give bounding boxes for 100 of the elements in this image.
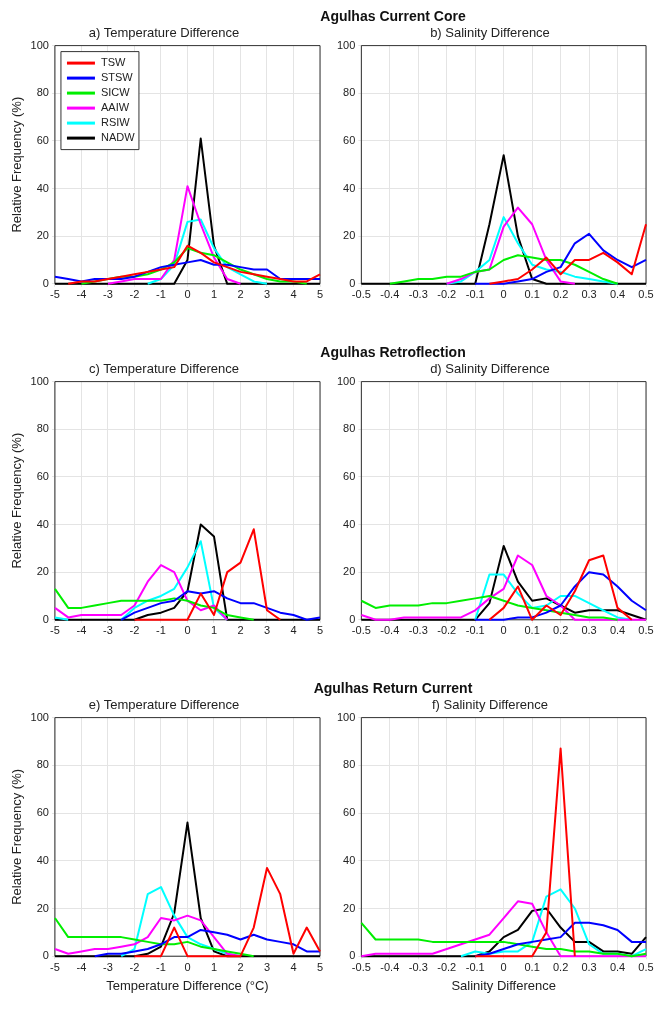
x-tick-label: -0.2 bbox=[437, 288, 457, 301]
text: Agulhas Retroflection bbox=[319, 344, 467, 360]
x-tick-label: -2 bbox=[129, 288, 140, 301]
y-tick-label: 60 bbox=[36, 806, 49, 819]
x-tick-label: 5 bbox=[316, 960, 324, 973]
x-tick-label: 2 bbox=[237, 960, 244, 973]
x-axis-title: Salinity Difference bbox=[451, 977, 556, 993]
legend-label: RSIW bbox=[100, 116, 131, 129]
x-tick-label: 0.2 bbox=[552, 960, 569, 973]
x-tick-label: -4 bbox=[76, 624, 87, 637]
x-tick-label: -0.4 bbox=[380, 624, 400, 637]
x-tick-label: -5 bbox=[50, 960, 60, 973]
x-tick-label: -0.3 bbox=[408, 960, 428, 973]
x-tick-label: -3 bbox=[103, 624, 113, 637]
x-tick-label: 0 bbox=[500, 288, 507, 301]
x-tick-label: -5 bbox=[50, 624, 60, 637]
x-tick-label: 1 bbox=[210, 624, 218, 637]
y-tick-label: 40 bbox=[343, 517, 356, 530]
x-tick-label: 5 bbox=[316, 288, 324, 301]
x-tick-label: -4 bbox=[76, 288, 87, 301]
y-tick-label: 80 bbox=[343, 422, 356, 435]
chart-title: c) Temperature Difference bbox=[89, 361, 239, 377]
chart-title: a) Temperature Difference bbox=[88, 25, 240, 41]
x-tick-label: -0.1 bbox=[465, 624, 485, 637]
x-tick-label: -5 bbox=[50, 288, 60, 301]
x-tick-label: 0.1 bbox=[524, 624, 540, 637]
y-tick-label: 100 bbox=[336, 374, 356, 387]
x-tick-label: -2 bbox=[129, 960, 140, 973]
y-tick-label: 40 bbox=[343, 181, 356, 194]
x-tick-label: -2 bbox=[129, 624, 140, 637]
y-tick-label: 100 bbox=[30, 374, 49, 387]
y-tick-label: 0 bbox=[42, 949, 49, 962]
x-tick-label: 0.2 bbox=[552, 624, 569, 637]
x-tick-label: 0.3 bbox=[581, 624, 597, 637]
x-tick-label: 0.1 bbox=[524, 960, 540, 973]
x-tick-label: 0.5 bbox=[638, 960, 654, 973]
x-tick-label: 4 bbox=[290, 960, 297, 973]
x-tick-label: 0.4 bbox=[609, 624, 626, 637]
x-tick-label: 4 bbox=[290, 624, 297, 637]
y-tick-label: 60 bbox=[343, 133, 356, 146]
y-tick-label: 0 bbox=[349, 612, 356, 625]
x-tick-label: -0.2 bbox=[437, 960, 457, 973]
y-axis-title: Relative Frequency (%) bbox=[9, 768, 25, 905]
y-tick-label: 80 bbox=[36, 758, 49, 771]
x-tick-label: 2 bbox=[237, 288, 244, 301]
x-tick-label: -0.5 bbox=[351, 624, 371, 637]
x-tick-label: -3 bbox=[103, 288, 113, 301]
x-tick-label: -1 bbox=[156, 624, 166, 637]
y-tick-label: 20 bbox=[343, 229, 356, 242]
legend-label: NADW bbox=[100, 131, 136, 144]
chart-title: b) Salinity Difference bbox=[430, 25, 550, 41]
legend-label: SICW bbox=[100, 86, 131, 99]
x-tick-label: 0.2 bbox=[552, 288, 569, 301]
x-tick-label: 0 bbox=[500, 624, 507, 637]
y-tick-label: 40 bbox=[36, 517, 49, 530]
text: Agulhas Current Core bbox=[319, 8, 467, 24]
y-tick-label: 20 bbox=[343, 901, 356, 914]
x-tick-label: -0.1 bbox=[465, 960, 485, 973]
y-tick-label: 0 bbox=[349, 949, 356, 962]
y-tick-label: 100 bbox=[336, 710, 356, 723]
x-tick-label: -1 bbox=[156, 288, 166, 301]
chart-title: d) Salinity Difference bbox=[430, 361, 550, 377]
x-tick-label: 3 bbox=[263, 624, 271, 637]
x-tick-label: -0.5 bbox=[351, 960, 371, 973]
x-tick-label: -0.4 bbox=[380, 288, 400, 301]
y-tick-label: 20 bbox=[343, 565, 356, 578]
x-tick-label: -3 bbox=[103, 960, 113, 973]
x-tick-label: 3 bbox=[263, 288, 271, 301]
legend-label: AAIW bbox=[100, 101, 130, 114]
x-tick-label: 0.4 bbox=[609, 960, 626, 973]
x-tick-label: 0.3 bbox=[581, 960, 597, 973]
x-tick-label: 0.4 bbox=[609, 288, 626, 301]
x-tick-label: -4 bbox=[76, 960, 87, 973]
legend-label: TSW bbox=[100, 56, 127, 69]
x-tick-label: 2 bbox=[237, 624, 244, 637]
y-tick-label: 20 bbox=[36, 229, 49, 242]
x-tick-label: 0.1 bbox=[524, 288, 540, 301]
y-tick-label: 60 bbox=[36, 133, 49, 146]
y-axis-title: Relative Frequency (%) bbox=[9, 96, 25, 233]
x-tick-label: 0 bbox=[184, 960, 191, 973]
chart-title: f) Salinity Difference bbox=[431, 697, 549, 713]
x-tick-label: 1 bbox=[210, 288, 218, 301]
y-tick-label: 80 bbox=[36, 86, 49, 99]
x-tick-label: 4 bbox=[290, 288, 297, 301]
x-tick-label: -0.3 bbox=[408, 624, 428, 637]
y-tick-label: 40 bbox=[36, 853, 49, 866]
x-tick-label: 0.3 bbox=[581, 288, 597, 301]
x-tick-label: -1 bbox=[156, 960, 166, 973]
x-tick-label: 0 bbox=[184, 624, 191, 637]
y-tick-label: 40 bbox=[36, 181, 49, 194]
y-tick-label: 100 bbox=[30, 38, 49, 51]
x-tick-label: 3 bbox=[263, 960, 271, 973]
x-tick-label: 0.5 bbox=[638, 624, 654, 637]
legend-label: STSW bbox=[100, 71, 134, 84]
y-tick-label: 20 bbox=[36, 901, 49, 914]
y-tick-label: 80 bbox=[343, 758, 356, 771]
x-tick-label: -0.3 bbox=[408, 288, 428, 301]
x-tick-label: -0.1 bbox=[465, 288, 485, 301]
x-tick-label: 0 bbox=[500, 960, 507, 973]
y-tick-label: 0 bbox=[42, 612, 49, 625]
